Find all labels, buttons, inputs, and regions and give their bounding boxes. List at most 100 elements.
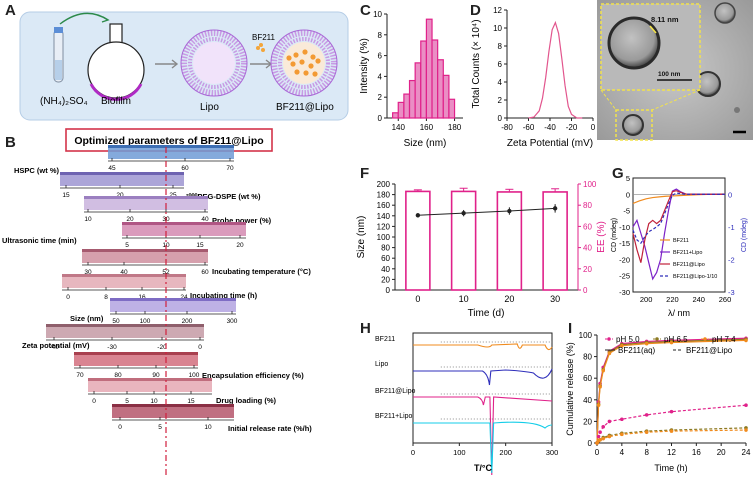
param-bar-edge bbox=[60, 172, 184, 175]
x-tick-label: 160 bbox=[420, 123, 434, 132]
size-bar bbox=[414, 62, 422, 119]
panel-label-b: B bbox=[5, 134, 16, 151]
y-tick-label: 0 bbox=[386, 286, 391, 295]
y-tick-label: -30 bbox=[619, 288, 630, 297]
param-tick-label: 5 bbox=[158, 424, 162, 431]
param-tick-label: 25 bbox=[169, 192, 177, 199]
release-point bbox=[644, 341, 649, 346]
param-tick-label: -30 bbox=[107, 344, 117, 351]
release-point bbox=[669, 409, 674, 414]
y-tick-label: 0 bbox=[626, 190, 630, 199]
panel-b-title: Optimized parameters of BF211@Lipo bbox=[74, 135, 263, 147]
y-tick-label: 40 bbox=[583, 396, 592, 405]
y-tick-label: 2 bbox=[498, 96, 503, 105]
x-tick-label: 260 bbox=[719, 295, 732, 304]
release-point bbox=[601, 368, 606, 373]
legend-label: pH 5.0 bbox=[616, 335, 640, 344]
y-tick-label: 0 bbox=[378, 114, 383, 123]
x-tick-label: 0 bbox=[595, 448, 600, 457]
y-tick-label: 6 bbox=[498, 60, 503, 69]
tem-inset-scale-label: 100 nm bbox=[658, 71, 681, 78]
x-axis-title: λ/ nm bbox=[668, 308, 690, 318]
param-tick-label: 15 bbox=[196, 242, 204, 249]
param-tick-label: 0 bbox=[198, 344, 202, 351]
param-tick-label: 15 bbox=[187, 398, 195, 405]
drug-dots-icon bbox=[256, 43, 265, 52]
y-tick-label: 20 bbox=[381, 275, 390, 284]
legend-label: BF211 bbox=[673, 238, 689, 244]
ee-bar bbox=[450, 190, 477, 291]
param-tick-label: 50 bbox=[112, 318, 120, 325]
product-label: BF211@Lipo bbox=[276, 102, 334, 113]
param-bar bbox=[88, 378, 212, 392]
y-tick-label: 2 bbox=[378, 93, 383, 102]
param-tick-label: 90 bbox=[152, 372, 160, 379]
zeta-curve bbox=[528, 20, 583, 119]
param-bar bbox=[122, 222, 246, 236]
y-tick-label: 160 bbox=[377, 201, 391, 210]
size-bar bbox=[442, 74, 450, 119]
dsc-curve bbox=[413, 343, 553, 351]
y-axis-title: CD (mdeg) bbox=[611, 218, 618, 252]
test-tube-icon bbox=[53, 27, 64, 83]
param-bar bbox=[112, 404, 234, 418]
param-bar bbox=[84, 196, 208, 210]
panel-label-d: D bbox=[470, 2, 481, 19]
y2-tick-label: -3 bbox=[728, 288, 735, 297]
y-tick-label: 10 bbox=[493, 24, 502, 33]
dsc-curve bbox=[413, 368, 553, 386]
param-tick-label: 70 bbox=[226, 165, 234, 172]
param-tick-label: 45 bbox=[108, 165, 116, 172]
y-tick-label: 4 bbox=[378, 72, 383, 81]
dsc-curve bbox=[413, 421, 553, 474]
reagent-label: (NH₄)₂SO₄ bbox=[40, 96, 88, 107]
release-point bbox=[598, 385, 602, 389]
y2-axis-title: CD (mdeg) bbox=[741, 218, 748, 252]
param-bar-edge bbox=[112, 404, 234, 407]
size-point bbox=[415, 213, 421, 218]
param-tick-label: 20 bbox=[126, 216, 134, 223]
panel-f-stability-chart: 0204060801001201401601802000204060801000… bbox=[356, 180, 607, 319]
release-point bbox=[644, 430, 649, 434]
x-axis-title: T/°C bbox=[474, 463, 493, 473]
param-tick-label: 10 bbox=[150, 398, 158, 405]
size-bar bbox=[437, 59, 444, 119]
x-tick-label: 0 bbox=[591, 123, 596, 132]
x-tick-label: 300 bbox=[546, 448, 559, 457]
release-point bbox=[598, 430, 602, 434]
x-tick-label: -80 bbox=[501, 123, 513, 132]
release-point bbox=[601, 436, 606, 441]
dsc-curve bbox=[413, 396, 553, 476]
panel-label-g: G bbox=[612, 165, 624, 182]
y-axis-title: Intensity (%) bbox=[359, 38, 370, 94]
param-bar-edge bbox=[74, 352, 198, 355]
y2-tick-label: -1 bbox=[728, 223, 735, 232]
x-tick-label: 220 bbox=[666, 295, 679, 304]
param-tick-label: -40 bbox=[49, 344, 59, 351]
x-tick-label: 20 bbox=[717, 448, 726, 457]
x-tick-label: 30 bbox=[550, 294, 560, 304]
param-bar bbox=[82, 249, 208, 263]
param-bar bbox=[62, 274, 186, 288]
param-label: ²⁰⁰⁰PEG-DSPE (wt %) bbox=[186, 192, 261, 201]
y2-tick-label: 100 bbox=[583, 180, 597, 189]
x-tick-label: 180 bbox=[448, 123, 462, 132]
param-tick-label: 8 bbox=[104, 294, 108, 301]
legend-label: BF211@Lipo bbox=[673, 262, 705, 268]
param-tick-label: 15 bbox=[62, 192, 70, 199]
y-tick-label: 0 bbox=[498, 114, 503, 123]
cd-series-line bbox=[632, 193, 726, 204]
param-bar-edge bbox=[62, 274, 186, 277]
y2-axis-title: EE (%) bbox=[596, 221, 607, 253]
param-tick-label: 0 bbox=[118, 424, 122, 431]
param-bar bbox=[108, 145, 234, 159]
param-tick-label: -20 bbox=[157, 344, 167, 351]
param-tick-label: 60 bbox=[181, 165, 189, 172]
param-tick-label: 10 bbox=[84, 216, 92, 223]
param-tick-label: 40 bbox=[120, 269, 128, 276]
y-tick-label: 120 bbox=[377, 222, 391, 231]
param-bar-edge bbox=[46, 324, 204, 327]
drug-loaded-liposome-icon bbox=[270, 29, 338, 97]
